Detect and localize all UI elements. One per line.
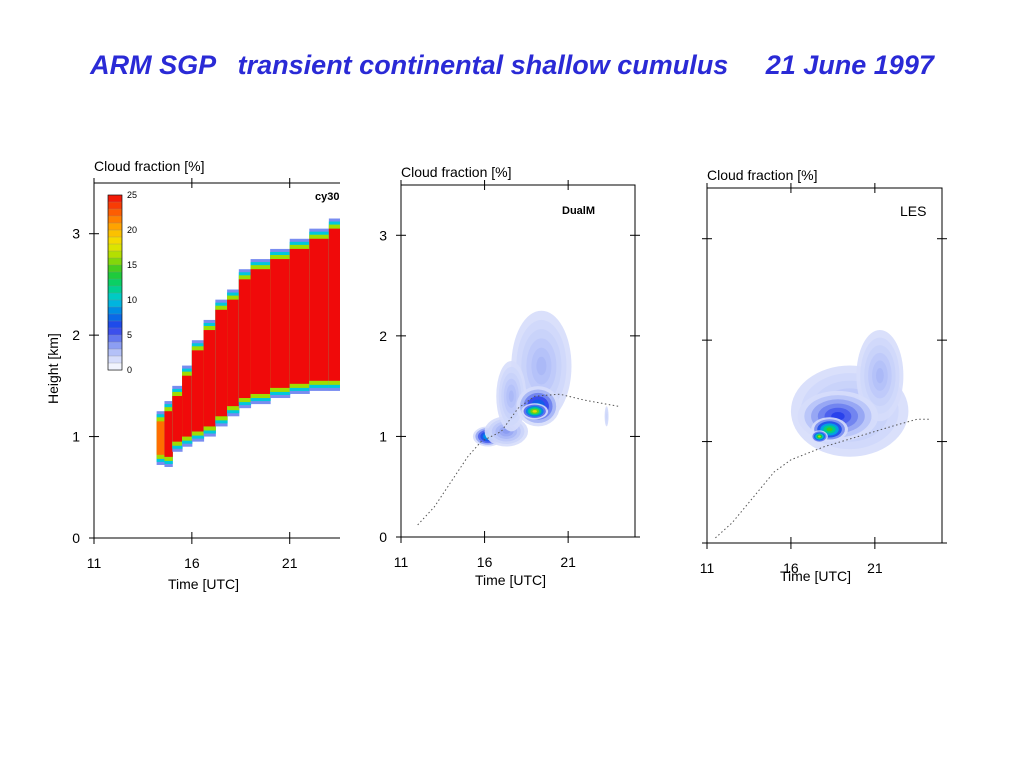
colorbar-swatch	[107, 201, 123, 210]
cloud-layer-cell	[215, 309, 228, 417]
colorbar-tick-label: 5	[127, 330, 132, 340]
chart-title: Cloud fraction [%]	[401, 164, 512, 180]
axis-ticks: 0 1 2 3 11 16 21	[72, 178, 298, 571]
cloud-fraction-contour	[875, 368, 884, 384]
colorbar-swatch	[107, 362, 123, 371]
colorbar: 0 5 10 15 20 25	[107, 190, 137, 375]
colorbar-tick-label: 0	[127, 365, 132, 375]
chart-panel-cy30r1: Cloud fraction [%] 0 5 10 15 20 25 0 1 2 3 11 16 21…	[45, 158, 340, 592]
model-label: LES	[900, 203, 926, 219]
chart-title: Cloud fraction [%]	[94, 158, 205, 174]
chart-panel-dualm: Cloud fraction [%] 0 1 2 3 11 16 21 DualM Time…	[379, 164, 640, 588]
cloud-layer-cell	[227, 299, 240, 407]
cloud-fraction-contour	[818, 435, 821, 438]
colorbar-swatch	[107, 306, 123, 315]
model-label: DualM	[562, 205, 595, 217]
x-tick-label: 11	[700, 560, 715, 576]
colorbar-swatch	[107, 222, 123, 231]
y-tick-label: 0	[72, 530, 80, 546]
colorbar-swatch	[107, 250, 123, 259]
reference-cloud-base-line	[417, 393, 619, 526]
chart-title: Cloud fraction [%]	[707, 167, 818, 183]
cloud-layer-cell	[270, 259, 291, 388]
cloud-layer-cell	[238, 279, 252, 399]
y-tick-label: 1	[72, 429, 80, 445]
cloud-fraction-contour	[508, 390, 514, 403]
colorbar-swatch	[107, 271, 123, 280]
slide-title: ARM SGP transient continental shallow cu…	[90, 50, 934, 80]
colorbar-swatch	[107, 257, 123, 266]
colorbar-swatch	[107, 320, 123, 329]
cloud-layer-cell	[309, 238, 330, 381]
y-axis-label: Height [km]	[45, 333, 61, 404]
plot-area	[156, 218, 340, 467]
y-tick-label: 1	[379, 428, 387, 444]
colorbar-swatch	[107, 278, 123, 287]
cloud-layer-cell	[203, 330, 216, 427]
axis-ticks: 0 1 2 3 11 16 21	[379, 180, 640, 570]
plot-area	[715, 330, 931, 539]
cloud-fraction-contour	[606, 414, 607, 418]
cloud-fraction-contour	[536, 356, 547, 376]
model-label: cy30r1	[315, 191, 340, 203]
colorbar-swatch	[107, 355, 123, 364]
reference-cloud-base-line	[715, 418, 931, 539]
colorbar-swatch	[107, 313, 123, 322]
plot-area	[417, 310, 619, 526]
colorbar-swatch	[107, 292, 123, 301]
cloud-fraction-contour	[532, 409, 537, 413]
y-tick-label: 0	[379, 529, 387, 545]
cloud-fraction-contour	[826, 427, 833, 432]
x-tick-label: 21	[867, 560, 883, 576]
cloud-layer-cell	[250, 269, 271, 394]
cloud-layer-cell	[164, 411, 173, 457]
y-tick-label: 3	[379, 227, 387, 243]
x-axis-label: Time [UTC]	[475, 572, 546, 588]
x-tick-label: 21	[282, 555, 298, 571]
colorbar-frame	[107, 194, 123, 371]
colorbar-swatch	[107, 264, 123, 273]
colorbar-tick-label: 10	[127, 295, 137, 305]
x-tick-label: 16	[783, 560, 799, 576]
colorbar-swatch	[107, 348, 123, 357]
x-axis-label: Time [UTC]	[780, 568, 851, 584]
colorbar-swatch	[107, 229, 123, 238]
axis-ticks: 11 16 21	[700, 183, 947, 576]
x-tick-label: 11	[87, 555, 102, 571]
colorbar-tick-label: 20	[127, 225, 137, 235]
colorbar-swatch	[107, 236, 123, 245]
y-tick-label: 2	[379, 328, 387, 344]
colorbar-swatch	[107, 299, 123, 308]
colorbar-tick-label: 25	[127, 190, 137, 200]
cloud-layer-cell	[172, 396, 183, 442]
colorbar-tick-label: 15	[127, 260, 137, 270]
x-tick-label: 11	[394, 554, 409, 570]
x-axis-label: Time [UTC]	[168, 576, 239, 592]
colorbar-swatch	[107, 194, 123, 203]
cloud-layer-cell	[156, 421, 165, 455]
colorbar-swatch	[107, 327, 123, 336]
y-tick-label: 3	[72, 226, 80, 242]
colorbar-swatch	[107, 208, 123, 217]
x-tick-label: 16	[477, 554, 493, 570]
chart-panel-les: Cloud fraction [%] 11 16 21 LES Time [UTC]	[700, 167, 947, 584]
cloud-layer-cell	[182, 375, 193, 437]
colorbar-swatch	[107, 243, 123, 252]
colorbar-swatch	[107, 334, 123, 343]
cloud-layer-cell	[328, 228, 340, 381]
x-tick-label: 16	[184, 555, 200, 571]
cloud-layer-cell	[191, 350, 205, 432]
cloud-layer-cell	[289, 248, 310, 384]
x-tick-label: 21	[560, 554, 576, 570]
colorbar-swatch	[107, 285, 123, 294]
colorbar-swatch	[107, 341, 123, 350]
colorbar-swatch	[107, 215, 123, 224]
plot-frame	[706, 187, 943, 544]
y-tick-label: 2	[72, 327, 80, 343]
